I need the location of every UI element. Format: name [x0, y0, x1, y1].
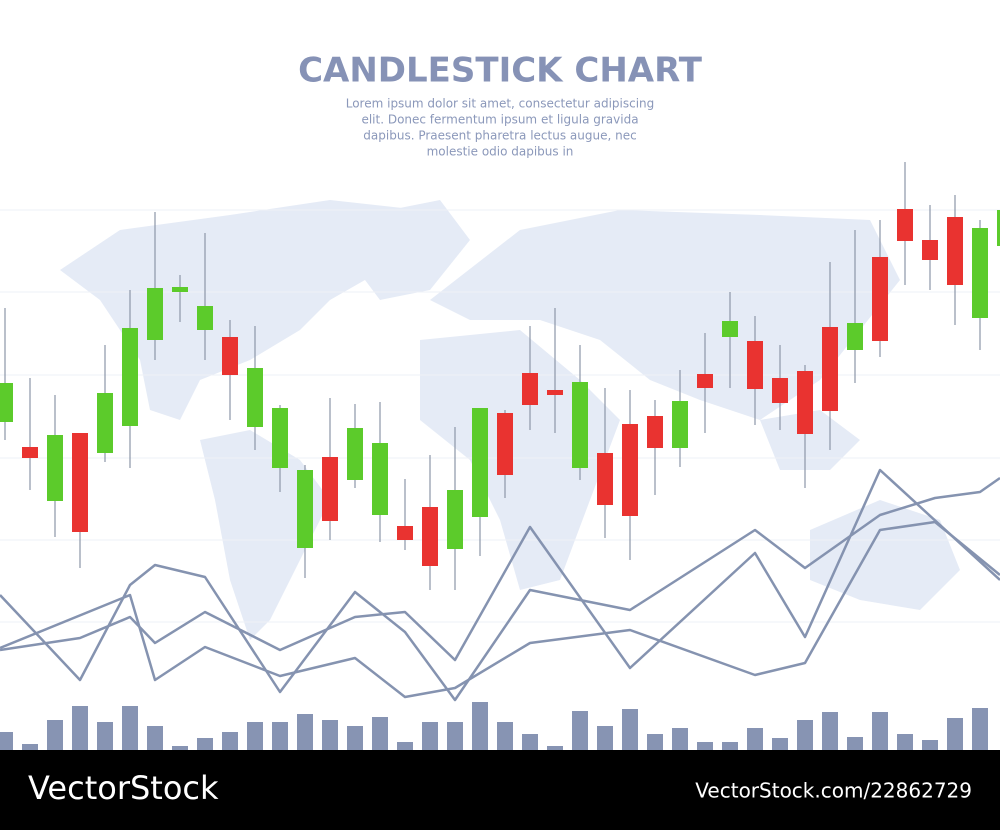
candle-body [547, 390, 563, 395]
volume-bar [547, 746, 563, 750]
volume-bar [522, 734, 538, 750]
candle-body [972, 228, 988, 318]
volume-bar [422, 722, 438, 750]
volume-bar [572, 711, 588, 750]
candle-body [772, 378, 788, 403]
candle-body [97, 393, 113, 453]
footer-brand: VectorStock [28, 769, 219, 807]
candle-body [997, 210, 1000, 246]
candle-body [247, 368, 263, 427]
candle-body [572, 382, 588, 468]
candle-body [522, 373, 538, 405]
volume-bar [597, 726, 613, 750]
volume-bar [247, 722, 263, 750]
candle-body [372, 443, 388, 515]
volume-bar [122, 706, 138, 750]
volume-bar [222, 732, 238, 750]
footer-band [0, 750, 1000, 830]
volume-bar [72, 706, 88, 750]
candle-body [397, 526, 413, 540]
volume-bar [822, 712, 838, 750]
volume-bar [47, 720, 63, 750]
subtitle: Lorem ipsum dolor sit amet, consectetur … [346, 97, 655, 159]
volume-bar [797, 720, 813, 750]
candle-body [472, 408, 488, 517]
volume-bar [322, 720, 338, 750]
chart-title: CANDLESTICK CHART [298, 51, 703, 91]
volume-bar [872, 712, 888, 750]
candle-body [947, 217, 963, 285]
volume-bar [347, 726, 363, 750]
volume-bar [622, 709, 638, 750]
candle-body [422, 507, 438, 566]
candle-body [272, 408, 288, 468]
candle-body [872, 257, 888, 341]
candle-body [47, 435, 63, 501]
candle-body [622, 424, 638, 516]
candle-body [322, 457, 338, 521]
volume-bar [772, 738, 788, 750]
volume-bar [747, 728, 763, 750]
line-series [0, 520, 1000, 699]
volume-bar [147, 726, 163, 750]
candle-body [822, 327, 838, 411]
volume-bar [97, 722, 113, 750]
candle-body [197, 306, 213, 330]
volume-bar [297, 714, 313, 750]
subtitle-line: Lorem ipsum dolor sit amet, consectetur … [346, 97, 655, 111]
volume-bar [0, 732, 13, 750]
candle-body [222, 337, 238, 375]
volume-bar [272, 722, 288, 750]
volume-bar [697, 742, 713, 750]
candle-body [22, 447, 38, 458]
candle-body [847, 323, 863, 350]
candle-body [497, 413, 513, 475]
volume-bar [947, 718, 963, 750]
candle-body [122, 328, 138, 426]
volume-bar [172, 746, 188, 750]
candle-body [447, 490, 463, 549]
volume-bar [972, 708, 988, 750]
candle-body [297, 470, 313, 548]
subtitle-line: elit. Donec fermentum ipsum et ligula gr… [361, 113, 638, 127]
volume-bar [897, 734, 913, 750]
candle-body [347, 428, 363, 480]
volume-bar [722, 742, 738, 750]
candle-body [72, 433, 88, 532]
plot [0, 162, 1000, 750]
volume-bar [197, 738, 213, 750]
candle-body [897, 209, 913, 241]
volume-bar [22, 744, 38, 750]
candle-body [647, 416, 663, 448]
volume-bar [447, 722, 463, 750]
candle-body [797, 371, 813, 434]
volume-bar [922, 740, 938, 750]
volume-bar [847, 737, 863, 750]
candle-body [697, 374, 713, 388]
candle-body [922, 240, 938, 260]
volume-bar [672, 728, 688, 750]
line-series [0, 476, 1000, 702]
footer-id: VectorStock.com/22862729 [695, 779, 972, 803]
candle-body [172, 287, 188, 292]
volume-bar [372, 717, 388, 750]
volume-bar [647, 734, 663, 750]
candle-body [722, 321, 738, 337]
candle-body [147, 288, 163, 340]
candle-body [0, 383, 13, 422]
volume-bar [497, 722, 513, 750]
volume-bar [472, 702, 488, 750]
subtitle-line: dapibus. Praesent pharetra lectus augue,… [363, 129, 636, 143]
volume-bar [397, 742, 413, 750]
subtitle-line: molestie odio dapibus in [427, 145, 574, 159]
candle-body [747, 341, 763, 389]
candle-body [672, 401, 688, 448]
candle-body [597, 453, 613, 505]
